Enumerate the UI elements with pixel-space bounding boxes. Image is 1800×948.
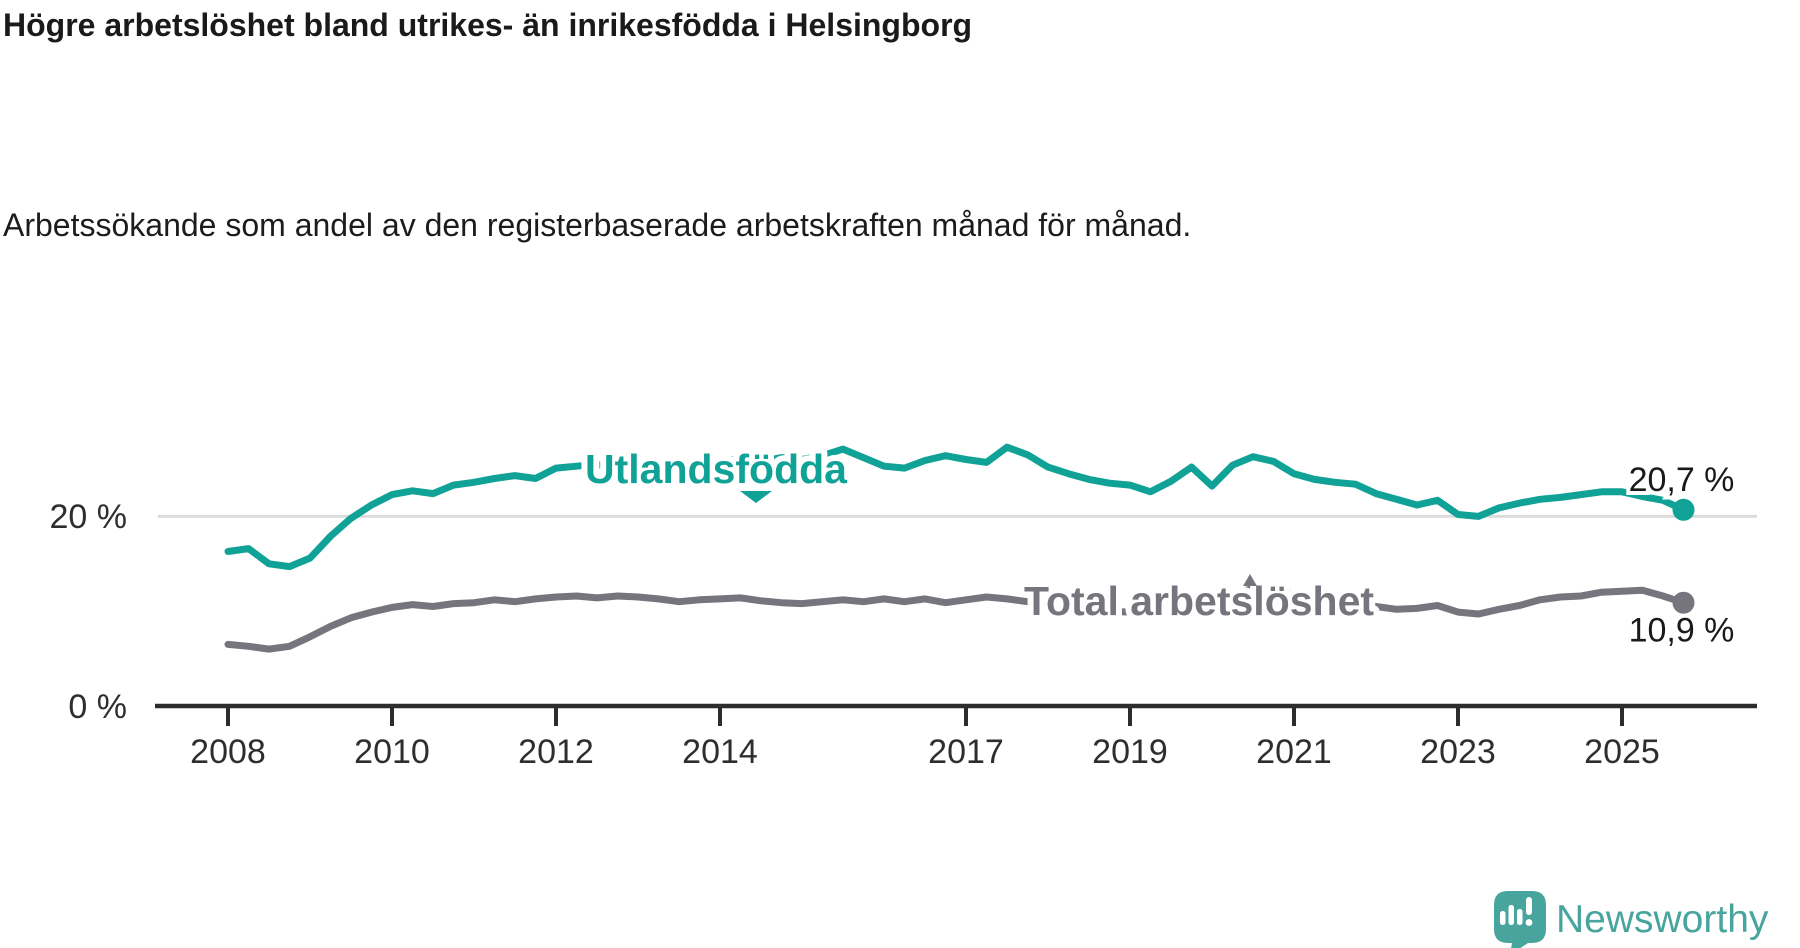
logo-bar-3 xyxy=(1517,909,1523,925)
newsworthy-logo: Newsworthy xyxy=(1494,891,1769,948)
x-tick-label: 2019 xyxy=(1092,733,1168,771)
x-axis-ticks: 2008 2010 2012 2014 2017 2019 2021 2023 2025 xyxy=(190,706,1660,771)
x-tick-label: 2021 xyxy=(1256,733,1332,771)
end-dot-total xyxy=(1672,591,1695,614)
line-total-arbetsl-shet xyxy=(224,584,1687,653)
logo-exclamation-bar xyxy=(1526,897,1532,915)
end-value-utlandsfodda: 20,7 % xyxy=(1629,461,1735,499)
end-value-total: 10,9 % xyxy=(1629,612,1735,650)
x-tick-label: 2012 xyxy=(518,733,594,771)
end-dot-utlandsfodda xyxy=(1672,498,1695,521)
x-tick-label: 2023 xyxy=(1420,733,1496,771)
logo-bar-2 xyxy=(1508,905,1514,925)
x-tick-label: 2014 xyxy=(682,733,758,771)
x-tick-label: 2025 xyxy=(1584,733,1660,771)
logo-bar-1 xyxy=(1500,911,1506,925)
chart-subtitle: Arbetssökande som andel av den registerb… xyxy=(3,207,1192,243)
logo-exclamation-dot xyxy=(1525,919,1533,926)
series-label-utlandsfodda: Utlandsfödda xyxy=(585,446,848,492)
x-tick-label: 2010 xyxy=(354,733,430,771)
page-title: Högre arbetslöshet bland utrikes- än inr… xyxy=(3,7,973,43)
line-utlandsf-dda xyxy=(224,443,1687,571)
series-lines xyxy=(224,443,1687,653)
triangle-up-icon xyxy=(1243,574,1257,586)
y-tick-label-20: 20 % xyxy=(50,498,128,536)
triangle-down-icon xyxy=(740,491,772,503)
x-tick-label: 2017 xyxy=(928,733,1004,771)
x-tick-label: 2008 xyxy=(190,733,266,771)
series-label-total: Total arbetslöshet xyxy=(1024,578,1374,624)
y-tick-label-0: 0 % xyxy=(68,688,127,726)
brand-name: Newsworthy xyxy=(1556,898,1769,941)
